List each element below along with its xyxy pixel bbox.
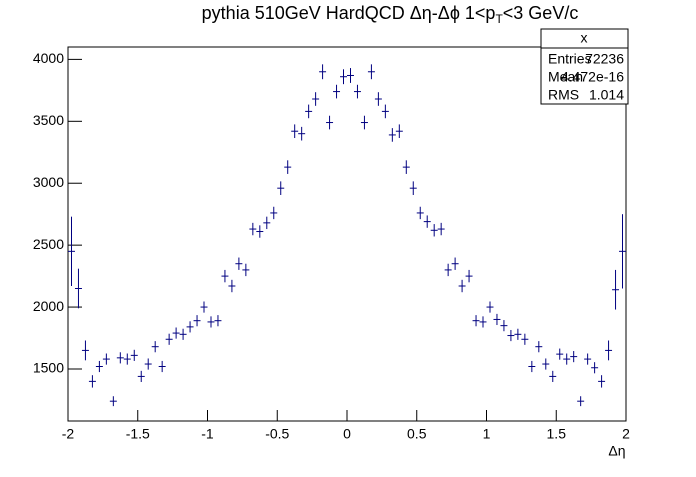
stats-value: 72236 <box>585 51 624 67</box>
stats-label: Mean <box>548 69 583 85</box>
stats-box <box>540 28 629 105</box>
y-tick-label: 1500 <box>33 360 64 376</box>
x-tick-label: -2 <box>62 426 75 442</box>
x-tick-label: -1.5 <box>126 426 150 442</box>
chart-title: pythia 510GeV HardQCD Δη-Δϕ 1<pT<3 GeV/c <box>202 3 579 26</box>
title-part: <3 GeV/c <box>503 3 579 23</box>
y-tick-label: 3000 <box>33 174 64 190</box>
x-tick-label: 0.5 <box>407 426 427 442</box>
x-tick-label: 0 <box>343 426 351 442</box>
y-tick-label: 2000 <box>33 298 64 314</box>
stats-label: Entries <box>548 51 592 67</box>
y-tick-label: 2500 <box>33 236 64 252</box>
title-part: pythia 510GeV HardQCD Δη-Δϕ 1<p <box>202 3 496 23</box>
x-axis-label: Δη <box>608 443 625 459</box>
x-tick-label: 1.5 <box>547 426 567 442</box>
stats-value: 1.014 <box>589 87 624 103</box>
y-tick-label: 4000 <box>33 50 64 66</box>
stats-label: RMS <box>548 87 579 103</box>
x-tick-label: -0.5 <box>265 426 289 442</box>
x-tick-label: -1 <box>201 426 214 442</box>
x-tick-label: 2 <box>622 426 630 442</box>
y-tick-label: 3500 <box>33 112 64 128</box>
x-tick-label: 1 <box>483 426 491 442</box>
stats-title: x <box>581 30 588 46</box>
stats-value: 4.472e-16 <box>561 69 624 85</box>
title-subscript: T <box>495 12 503 26</box>
